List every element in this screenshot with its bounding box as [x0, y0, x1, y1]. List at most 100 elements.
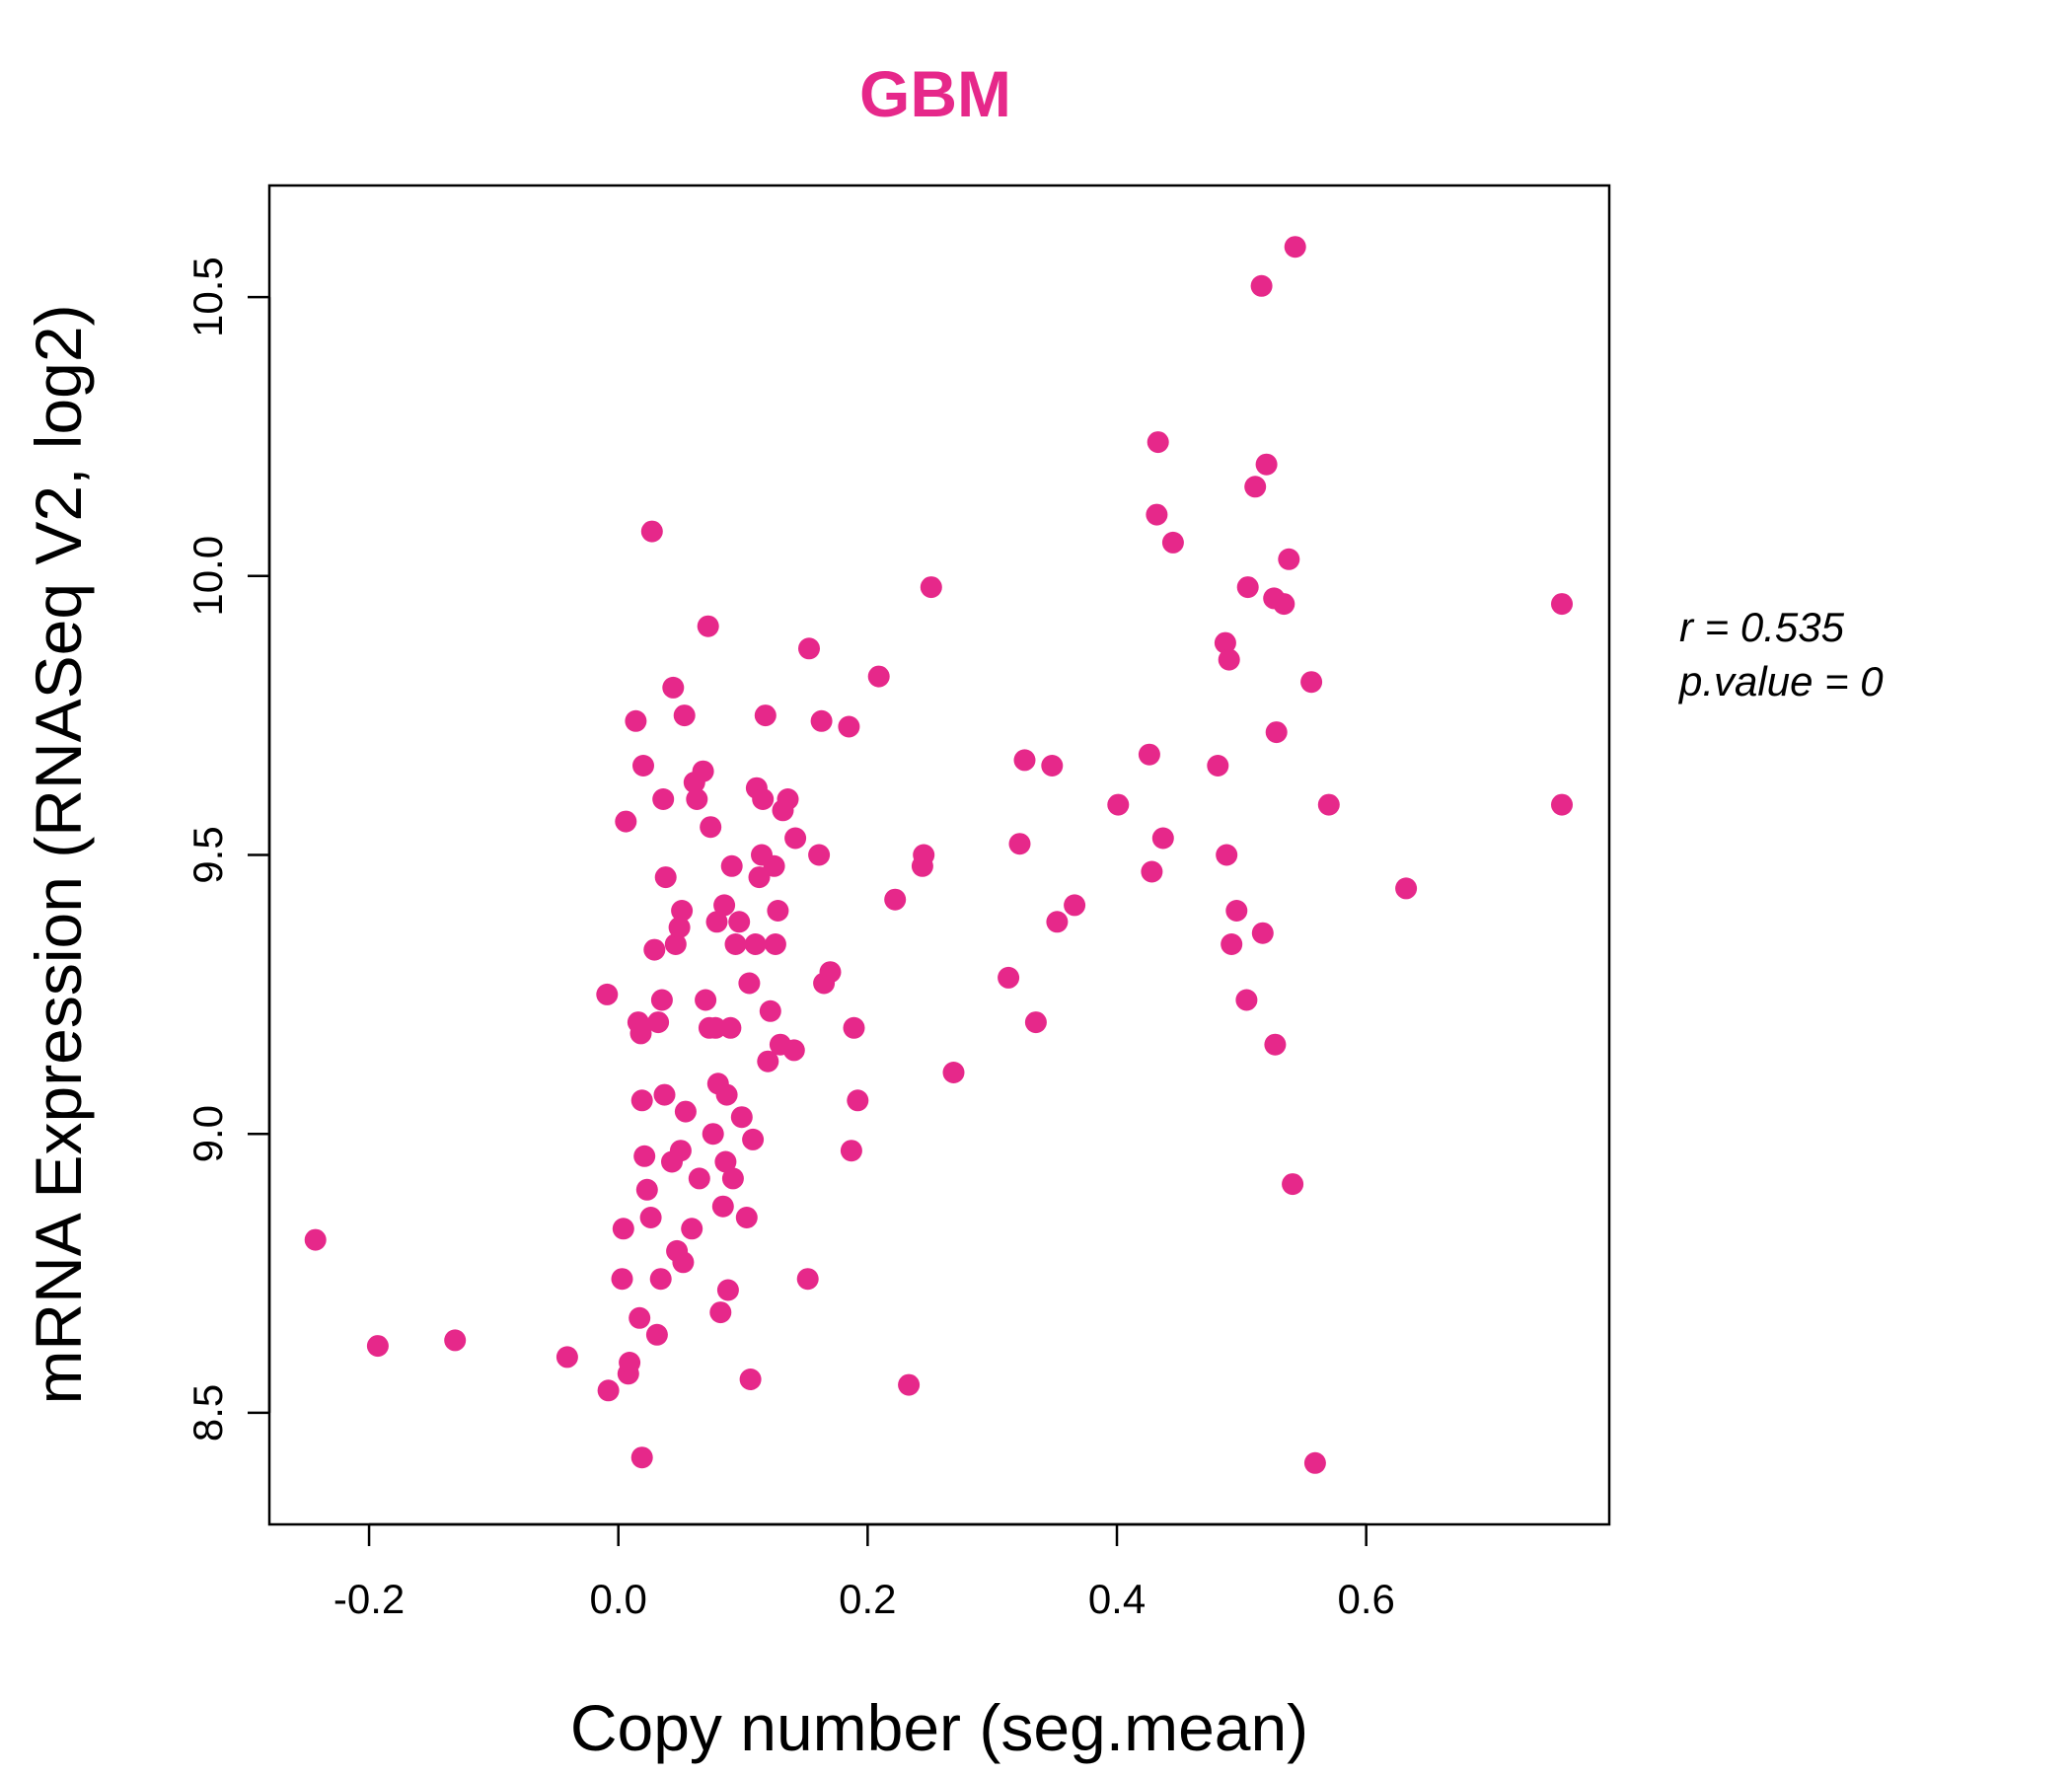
y-axis-title: mRNA Expression (RNASeq V2, log2) — [22, 304, 95, 1404]
data-point — [867, 665, 890, 688]
data-point — [664, 933, 687, 955]
data-point — [697, 615, 719, 637]
data-point — [752, 788, 775, 810]
data-point — [653, 1083, 676, 1106]
data-point — [715, 1083, 738, 1106]
data-point — [1250, 274, 1273, 297]
data-point — [672, 1251, 695, 1274]
data-point — [596, 983, 619, 1005]
data-point — [782, 1039, 805, 1062]
data-point — [711, 1195, 734, 1218]
data-point — [555, 1346, 578, 1369]
y-tick-label: 8.5 — [185, 1384, 231, 1442]
data-point — [1008, 833, 1031, 855]
data-point — [652, 788, 675, 810]
data-point — [702, 1123, 724, 1146]
data-point — [1041, 755, 1064, 777]
data-point — [942, 1062, 965, 1083]
data-point — [1161, 531, 1184, 554]
data-point — [649, 1268, 672, 1291]
data-point — [713, 894, 736, 917]
data-point — [1218, 648, 1240, 671]
data-point — [720, 854, 743, 877]
data-point — [1551, 593, 1573, 616]
data-point — [1236, 576, 1259, 599]
data-point — [1138, 743, 1160, 766]
data-point — [444, 1329, 467, 1352]
data-point — [669, 1140, 692, 1162]
data-point — [730, 1106, 753, 1129]
data-point — [615, 810, 637, 833]
data-point — [1300, 671, 1323, 694]
data-point — [662, 676, 685, 699]
data-point — [728, 911, 751, 933]
data-point — [739, 1369, 762, 1390]
data-point — [1024, 1011, 1047, 1034]
data-point — [1146, 503, 1168, 526]
data-point — [705, 911, 728, 933]
data-point — [671, 900, 694, 922]
data-point — [757, 1050, 779, 1073]
data-point — [1216, 844, 1238, 866]
data-point — [808, 844, 831, 866]
x-axis-title: Copy number (seg.mean) — [570, 1691, 1308, 1764]
data-point — [777, 788, 799, 810]
data-point — [1141, 860, 1163, 883]
data-point — [630, 1446, 653, 1469]
data-point — [754, 704, 777, 727]
data-point — [847, 1089, 869, 1112]
data-point — [632, 755, 654, 777]
y-tick-label: 9.5 — [185, 826, 231, 883]
data-point — [1395, 877, 1418, 900]
p-value-label: p.value = 0 — [1677, 658, 1884, 704]
data-point — [674, 1100, 697, 1123]
data-point — [597, 1379, 620, 1402]
data-point — [1284, 236, 1306, 259]
data-point — [700, 816, 722, 839]
data-point — [681, 1218, 703, 1240]
data-point — [767, 900, 789, 922]
data-point — [630, 1089, 653, 1112]
data-point — [798, 637, 820, 660]
data-point — [1551, 793, 1573, 816]
data-point — [843, 1016, 865, 1039]
data-point — [742, 1128, 765, 1150]
data-point — [668, 917, 691, 938]
data-point — [692, 760, 714, 782]
data-point — [611, 1268, 633, 1291]
data-point — [1013, 749, 1036, 772]
data-point — [1064, 894, 1086, 917]
data-point — [1147, 431, 1169, 454]
data-point — [709, 1301, 732, 1324]
data-point — [884, 888, 907, 911]
data-point — [796, 1268, 819, 1291]
x-tick-label: -0.2 — [333, 1576, 405, 1622]
data-point — [635, 1178, 658, 1201]
data-point — [625, 709, 647, 732]
data-point — [643, 938, 666, 961]
data-point — [1107, 793, 1130, 816]
data-point — [735, 1207, 758, 1228]
data-point — [645, 1323, 668, 1346]
data-point — [1046, 911, 1069, 933]
data-point — [695, 989, 717, 1011]
data-point — [304, 1228, 327, 1251]
data-point — [688, 1167, 710, 1190]
data-point — [998, 966, 1020, 989]
chart-title: GBM — [859, 57, 1011, 130]
data-point — [913, 844, 935, 866]
data-point — [759, 999, 781, 1022]
data-point — [1278, 548, 1300, 570]
y-tick-label: 10.0 — [185, 536, 231, 617]
x-axis: -0.2 0.0 0.2 0.4 0.6 — [333, 1522, 1395, 1622]
y-axis: 8.5 9.0 9.5 10.0 10.5 — [185, 257, 271, 1442]
data-point — [784, 827, 807, 850]
data-point — [763, 854, 785, 877]
data-point — [1225, 900, 1248, 922]
y-tick-label: 10.5 — [185, 257, 231, 337]
data-point — [1303, 1451, 1326, 1474]
data-point — [764, 933, 786, 955]
x-tick-label: 0.6 — [1337, 1576, 1394, 1622]
data-point — [810, 709, 833, 732]
